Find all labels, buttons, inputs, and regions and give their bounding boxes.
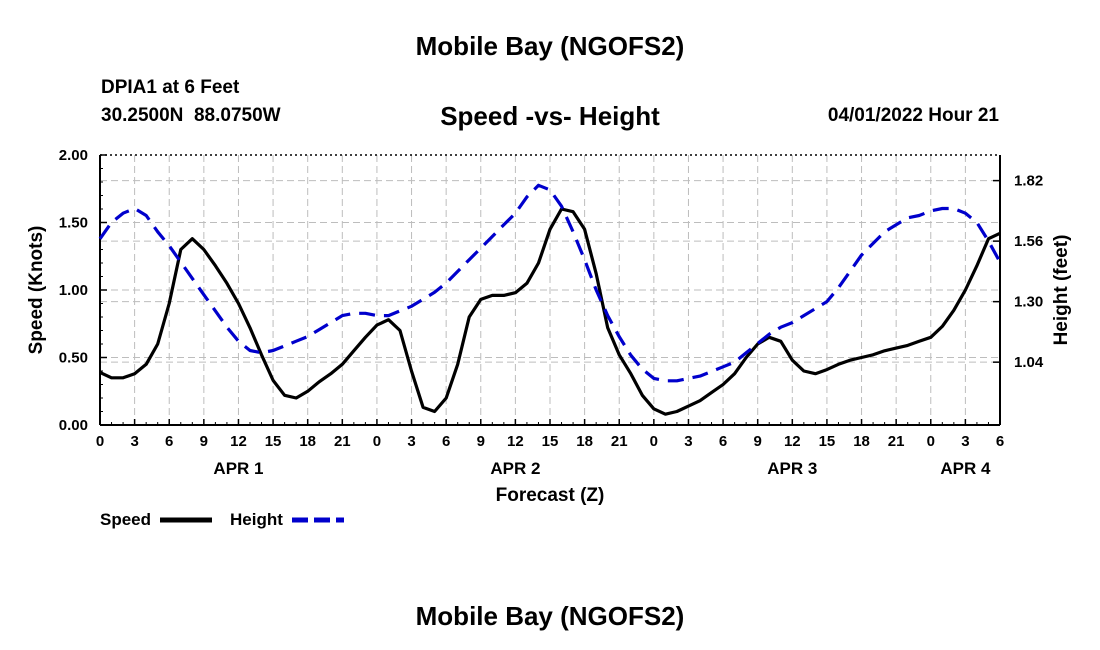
day-label: APR 4 [940,459,991,478]
x-axis-title: Forecast (Z) [496,485,605,506]
legend-speed-label: Speed [100,510,151,529]
speed-series-line [99,207,1001,416]
y2-tick-label: 1.82 [1014,173,1043,190]
x-tick-label: 15 [542,433,559,450]
x-tick-label: 9 [754,433,762,450]
y-tick-label: 0.50 [59,350,88,367]
x-tick-label: 12 [230,433,247,450]
x-tick-label: 18 [576,433,593,450]
y2-tick-label: 1.04 [1014,354,1044,371]
y2-tick-label: 1.30 [1014,294,1043,311]
x-tick-label: 21 [888,433,905,450]
x-tick-label: 15 [819,433,836,450]
footer-title: Mobile Bay (NGOFS2) [415,601,685,631]
page-title: Mobile Bay (NGOFS2) [415,31,685,61]
x-tick-label: 18 [299,433,316,450]
x-tick-label: 6 [442,433,450,450]
x-tick-label: 21 [334,433,351,450]
y2-tick-label: 1.56 [1014,233,1043,250]
x-tick-label: 3 [961,433,969,450]
legend-height-label: Height [230,510,283,529]
x-tick-label: 0 [650,433,658,450]
y-axis-title: Speed (Knots) [26,226,47,355]
x-tick-label: 18 [853,433,870,450]
x-tick-label: 12 [507,433,524,450]
x-tick-label: 0 [927,433,935,450]
x-tick-label: 6 [996,433,1004,450]
x-tick-label: 0 [373,433,381,450]
y-tick-label: 1.50 [59,215,88,232]
day-label: APR 2 [490,459,540,478]
y-tick-label: 2.00 [59,147,88,164]
day-label: APR 1 [213,459,263,478]
x-tick-label: 3 [130,433,138,450]
x-tick-label: 12 [784,433,801,450]
x-tick-label: 9 [200,433,208,450]
x-tick-label: 3 [407,433,415,450]
station-name: DPIA1 at 6 Feet [101,77,240,98]
x-tick-label: 0 [96,433,104,450]
forecast-datetime: 04/01/2022 Hour 21 [827,105,999,126]
y-tick-label: 1.00 [59,282,88,299]
y-tick-label: 0.00 [59,417,88,434]
x-tick-label: 6 [719,433,727,450]
x-tick-label: 3 [684,433,692,450]
chart-subtitle: Speed -vs- Height [440,101,660,131]
x-tick-label: 9 [477,433,485,450]
day-label: APR 3 [767,459,817,478]
station-coords: 30.2500N 88.0750W [101,105,281,126]
y2-axis-title: Height (feet) [1051,235,1072,346]
x-tick-label: 15 [265,433,282,450]
height-series-line [98,183,1002,383]
x-tick-label: 6 [165,433,173,450]
x-tick-label: 21 [611,433,628,450]
